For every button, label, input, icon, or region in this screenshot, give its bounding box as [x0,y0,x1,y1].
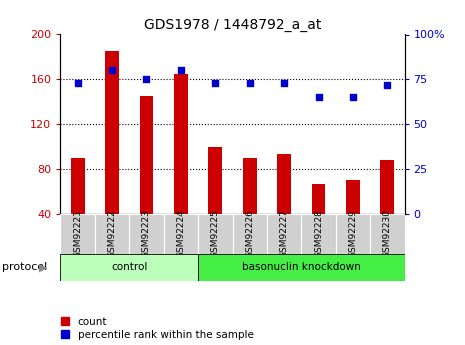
Text: protocol: protocol [2,263,47,272]
Text: GSM92228: GSM92228 [314,209,323,258]
Text: ▶: ▶ [39,263,47,272]
Text: control: control [111,263,147,272]
Text: GSM92223: GSM92223 [142,209,151,258]
Point [246,80,253,86]
Bar [95,214,129,254]
Point [349,95,357,100]
Point [108,68,116,73]
Bar [336,214,370,254]
Bar [208,147,222,214]
Bar [198,254,405,281]
Bar [346,180,360,214]
Text: GSM92227: GSM92227 [279,209,289,258]
Point [384,82,391,88]
Legend: count, percentile rank within the sample: count, percentile rank within the sample [61,317,253,340]
Text: GSM92224: GSM92224 [176,209,186,258]
Bar [301,214,336,254]
Bar [380,160,394,214]
Bar [312,184,326,214]
Bar [140,96,153,214]
Point [212,80,219,86]
Text: GSM92226: GSM92226 [245,209,254,258]
Text: GSM92229: GSM92229 [348,209,358,258]
Point [315,95,322,100]
Text: GSM92221: GSM92221 [73,209,82,258]
Bar [370,214,405,254]
Bar [174,74,188,214]
Bar [71,158,85,214]
Point [177,68,185,73]
Bar [277,155,291,214]
Point [280,80,288,86]
Bar [232,214,267,254]
Text: GSM92225: GSM92225 [211,209,220,258]
Bar [60,254,198,281]
Text: GSM92230: GSM92230 [383,209,392,258]
Bar [60,214,95,254]
Text: basonuclin knockdown: basonuclin knockdown [242,263,361,272]
Bar [105,51,119,214]
Title: GDS1978 / 1448792_a_at: GDS1978 / 1448792_a_at [144,18,321,32]
Point [143,77,150,82]
Bar [267,214,301,254]
Bar [243,158,257,214]
Bar [164,214,198,254]
Bar [129,214,164,254]
Text: GSM92222: GSM92222 [107,209,117,258]
Bar [198,214,232,254]
Point [74,80,81,86]
